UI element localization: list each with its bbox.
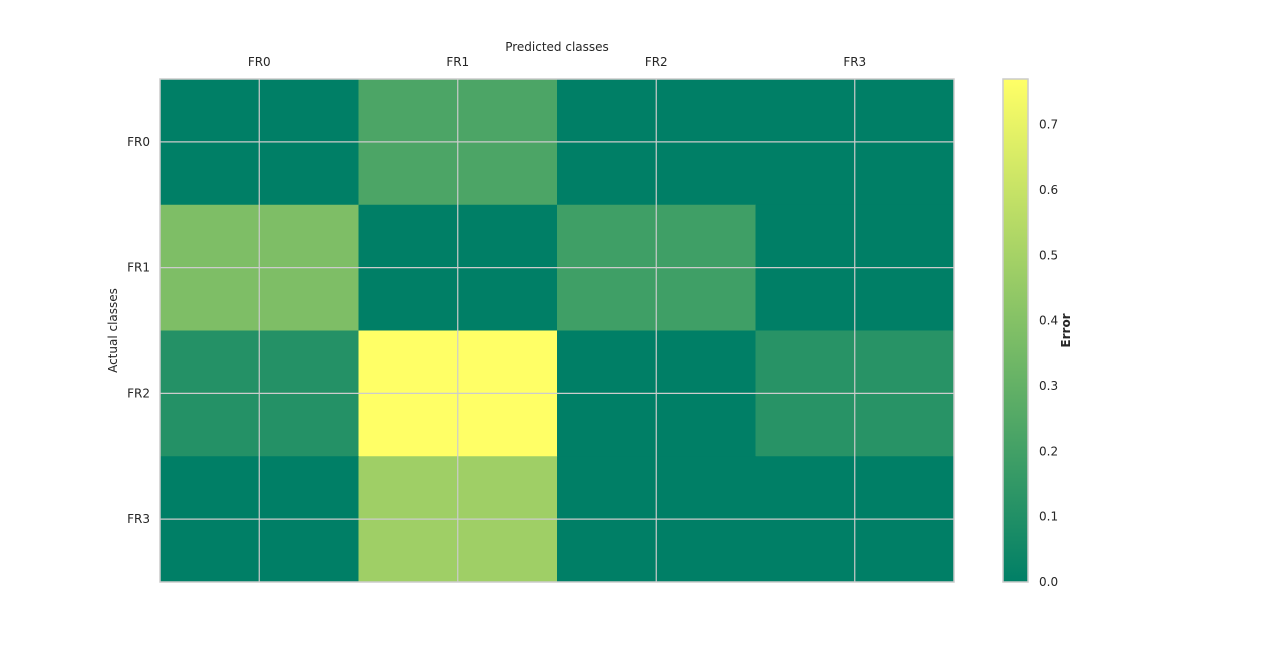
heatmap-gridlines <box>160 79 954 582</box>
colorbar-tick-label: 0.5 <box>1039 248 1058 262</box>
y-tick-label: FR3 <box>127 512 150 526</box>
colorbar-tick-label: 0.6 <box>1039 183 1058 197</box>
x-tick-label: FR2 <box>645 55 668 69</box>
heatmap-cells <box>160 79 955 583</box>
x-tick-label: FR3 <box>843 55 866 69</box>
colorbar-tick-label: 0.7 <box>1039 118 1058 132</box>
x-tick-label: FR1 <box>446 55 469 69</box>
y-tick-label: FR1 <box>127 261 150 275</box>
colorbar-tick-label: 0.2 <box>1039 444 1058 458</box>
y-axis-label: Actual classes <box>106 288 120 373</box>
x-tick-label: FR0 <box>248 55 271 69</box>
y-tick-labels: FR0 FR1 FR2 FR3 <box>127 135 150 526</box>
colorbar-label: Error <box>1059 313 1073 347</box>
colorbar-tick-label: 0.3 <box>1039 379 1058 393</box>
colorbar-tick-label: 0.1 <box>1039 510 1058 524</box>
x-axis-label: Predicted classes <box>505 40 609 54</box>
colorbar-tick-labels: 0.0 0.1 0.2 0.3 0.4 0.5 0.6 0.7 <box>1039 118 1058 589</box>
x-tick-labels: FR0 FR1 FR2 FR3 <box>248 55 866 69</box>
plot-frame <box>159 78 955 583</box>
y-tick-label: FR0 <box>127 135 150 149</box>
y-tick-label: FR2 <box>127 386 150 400</box>
colorbar-tick-label: 0.0 <box>1039 575 1058 589</box>
colorbar <box>1002 78 1029 583</box>
colorbar-tick-label: 0.4 <box>1039 314 1058 328</box>
